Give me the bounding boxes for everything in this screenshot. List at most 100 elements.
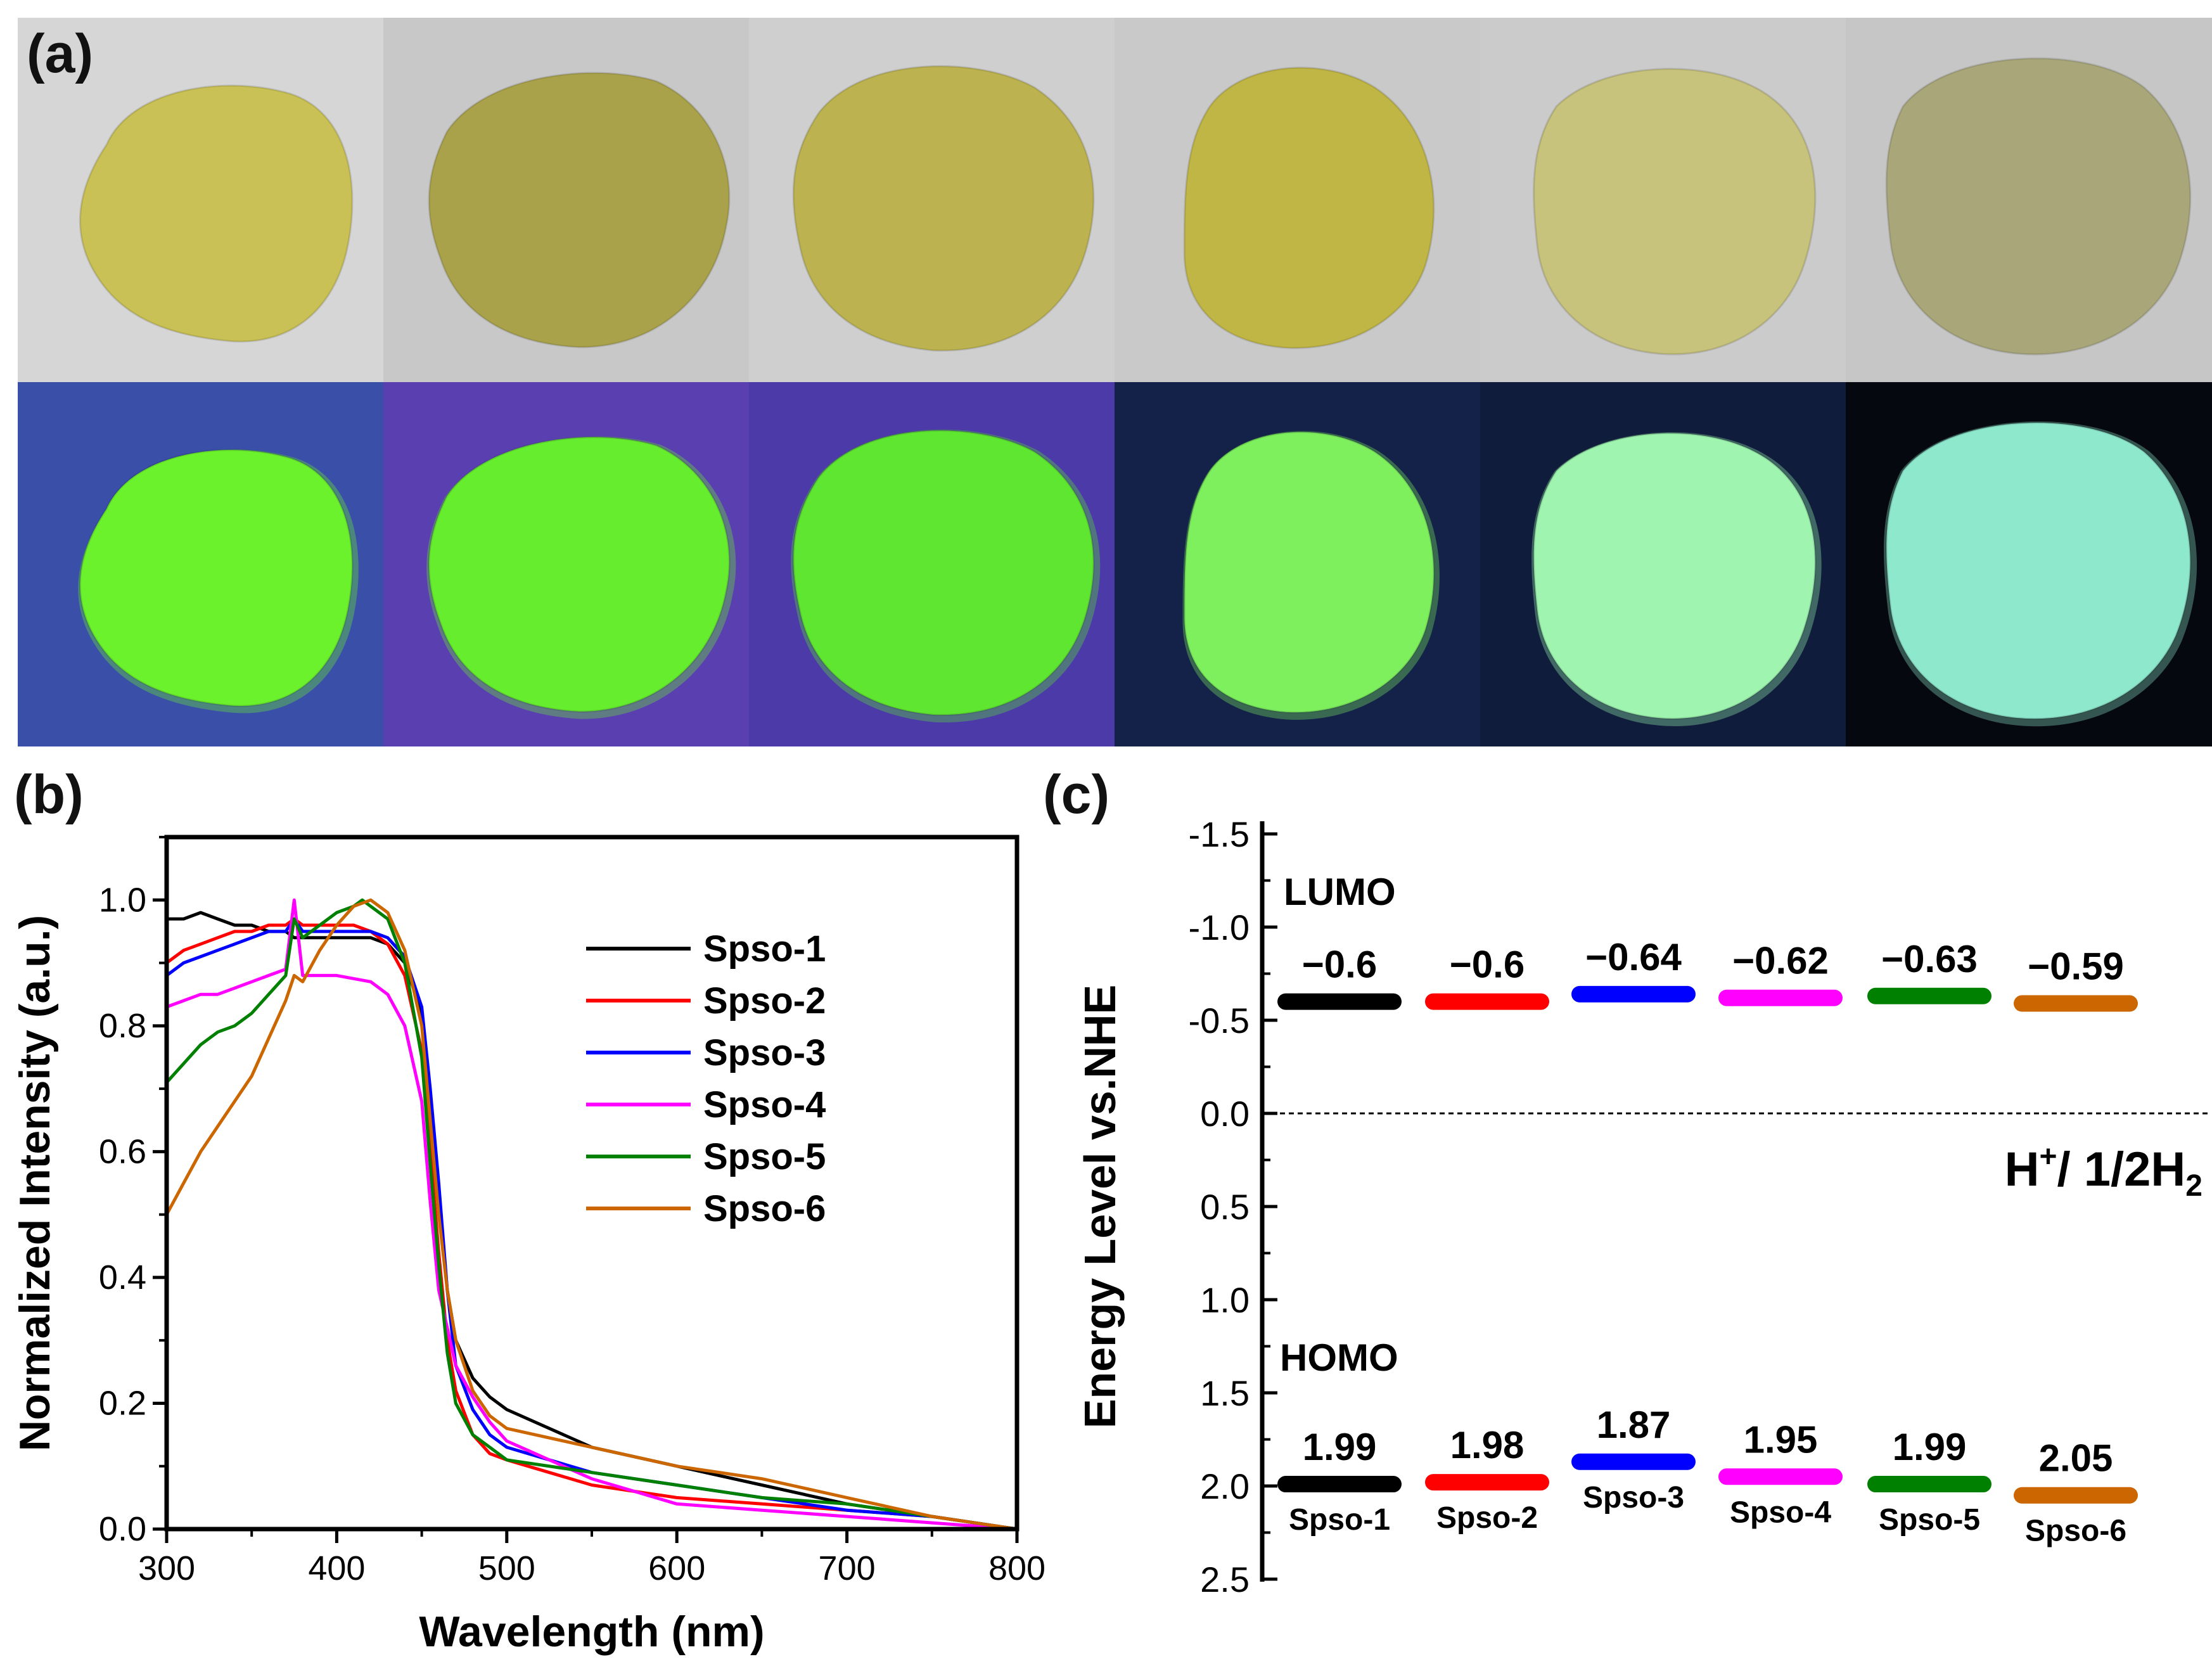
- reference-label-sup: +: [2040, 1140, 2057, 1174]
- photo-daylight-spso-3: [749, 18, 1115, 382]
- homo-value-spso-3: 1.87: [1597, 1404, 1671, 1446]
- energy-plot-area: -1.5 -1.0 -0.5 0.0 0.5 1.0 1.5 2.0 2.5 H+/ 1/2H2 L…: [1075, 814, 2208, 1599]
- lumo-value-spso-4: −0.62: [1732, 940, 1829, 982]
- powder-sample: [1533, 433, 1815, 719]
- powder-edge: [792, 430, 1095, 716]
- powder-sample: [429, 437, 729, 712]
- powder-edge: [428, 436, 731, 713]
- photo-daylight-spso-2: [383, 18, 750, 382]
- lumo-value-spso-3: −0.64: [1585, 936, 1682, 978]
- y-tick-label: 0.8: [99, 1007, 146, 1045]
- reference-label-main: H: [2005, 1143, 2040, 1196]
- photo-daylight-spso-1: [18, 18, 384, 382]
- lumo-value-spso-2: −0.6: [1450, 944, 1525, 986]
- photo-daylight-spso-6: [1846, 18, 2212, 382]
- series-line-spso-3: [165, 917, 1018, 1531]
- plot-frame: [164, 835, 1020, 1532]
- homo-value-spso-6: 2.05: [2039, 1437, 2113, 1480]
- powder-sample: [80, 449, 353, 707]
- sample-name-spso-5: Spso-5: [1879, 1503, 1980, 1537]
- photo-daylight-spso-4: [1115, 18, 1481, 382]
- y-axis-label: Energy Level vs.NHE: [1075, 985, 1125, 1428]
- panel-b-label: (b): [14, 764, 84, 825]
- photo-uv-spso-3: [749, 382, 1115, 746]
- homo-heading: HOMO: [1280, 1336, 1398, 1379]
- legend-label-spso-3: Spso-3: [703, 1032, 826, 1073]
- y-tick-label: -1.5: [1189, 814, 1250, 854]
- y-tick-label: -0.5: [1189, 1001, 1250, 1041]
- y-tick-label: 0.2: [99, 1384, 146, 1422]
- powder-edge: [428, 72, 731, 349]
- photo-grid: [18, 18, 2212, 746]
- powder-edge: [1885, 57, 2192, 355]
- powder-sample: [1184, 432, 1434, 713]
- photo-uv-spso-6: [1846, 382, 2212, 746]
- series-line-spso-1: [167, 911, 1018, 1531]
- y-tick-label: 0.0: [99, 1510, 146, 1548]
- photo-daylight-spso-5: [1480, 18, 1846, 382]
- panel-a-label: (a): [27, 23, 94, 84]
- legend-label-spso-5: Spso-5: [703, 1136, 826, 1177]
- sample-name-spso-6: Spso-6: [2025, 1515, 2126, 1548]
- series-line-spso-2: [165, 917, 1018, 1531]
- powder-sample: [1886, 423, 2190, 719]
- powder-sample: [1533, 68, 1815, 355]
- energy-level-chart: -1.5 -1.0 -0.5 0.0 0.5 1.0 1.5 2.0 2.5 H+/ 1/2H2 L…: [1075, 814, 2208, 1599]
- powder-sample: [793, 66, 1094, 351]
- legend-label-spso-2: Spso-2: [703, 980, 826, 1022]
- powder-edge: [79, 84, 354, 343]
- powder-edge: [1885, 421, 2192, 720]
- y-tick-label: 1.0: [1200, 1280, 1250, 1320]
- lumo-value-spso-6: −0.59: [2028, 945, 2124, 988]
- photo-uv-spso-1: [18, 382, 384, 746]
- series-line-spso-4: [166, 898, 1018, 1531]
- sample-name-spso-1: Spso-1: [1289, 1503, 1390, 1537]
- powder-sample: [429, 72, 729, 348]
- photo-uv-spso-2: [383, 382, 750, 746]
- reference-label-sub: 2: [2185, 1169, 2202, 1203]
- x-tick-label: 800: [988, 1549, 1045, 1587]
- y-tick-label: 0.0: [1200, 1094, 1250, 1134]
- homo-value-spso-5: 1.99: [1893, 1426, 1967, 1468]
- photo-uv-spso-4: [1115, 382, 1481, 746]
- powder-sample: [1886, 58, 2190, 355]
- powder-edge: [792, 65, 1095, 352]
- lumo-heading: LUMO: [1284, 871, 1396, 913]
- reference-label: H+/ 1/2H2: [2005, 1140, 2202, 1203]
- y-axis-label: Normalized Intensity (a.u.): [11, 915, 59, 1451]
- x-tick-label: 700: [819, 1549, 876, 1587]
- powder-sample: [1184, 67, 1434, 349]
- y-tick-label: 1.5: [1200, 1373, 1250, 1413]
- x-tick-label: 600: [648, 1549, 705, 1587]
- homo-value-spso-1: 1.99: [1303, 1426, 1377, 1468]
- homo-value-spso-4: 1.95: [1744, 1418, 1818, 1461]
- series-line-spso-6: [165, 898, 1018, 1531]
- y-tick-label: 2.0: [1200, 1466, 1250, 1506]
- absorption-chart: 300 400 500 600 700 800 0.0 0.2 0.4 0.6 0.8 1.0 Spso…: [11, 835, 1045, 1656]
- homo-value-spso-2: 1.98: [1450, 1424, 1525, 1466]
- y-tick-label: 1.0: [99, 881, 146, 919]
- x-tick-label: 500: [478, 1549, 535, 1587]
- reference-label-mid: / 1/2H: [2057, 1143, 2186, 1196]
- sample-name-spso-4: Spso-4: [1730, 1495, 1831, 1529]
- y-tick-label: 2.5: [1200, 1560, 1250, 1599]
- powder-edge: [1533, 432, 1817, 720]
- photo-uv-spso-5: [1480, 382, 1846, 746]
- x-tick-label: 300: [138, 1549, 195, 1587]
- panel-c-label: (c): [1043, 764, 1110, 825]
- lumo-value-spso-1: −0.6: [1302, 944, 1377, 986]
- legend-label-spso-4: Spso-4: [703, 1084, 826, 1125]
- legend-label-spso-1: Spso-1: [703, 928, 826, 970]
- powder-edge: [1183, 67, 1435, 349]
- y-tick-label: 0.5: [1200, 1187, 1250, 1227]
- sample-name-spso-2: Spso-2: [1436, 1501, 1538, 1535]
- y-tick-label: -1.0: [1189, 907, 1250, 947]
- lumo-value-spso-5: −0.63: [1881, 938, 1978, 980]
- powder-sample: [793, 430, 1094, 715]
- series-line-spso-5: [165, 898, 1018, 1531]
- absorption-plot-area: 300 400 500 600 700 800 0.0 0.2 0.4 0.6 0.8 1.0 Spso…: [11, 835, 1045, 1656]
- y-tick-label: 0.4: [99, 1258, 146, 1297]
- y-tick-label: 0.6: [99, 1132, 146, 1170]
- powder-edge: [1183, 431, 1435, 714]
- sample-name-spso-3: Spso-3: [1583, 1481, 1684, 1515]
